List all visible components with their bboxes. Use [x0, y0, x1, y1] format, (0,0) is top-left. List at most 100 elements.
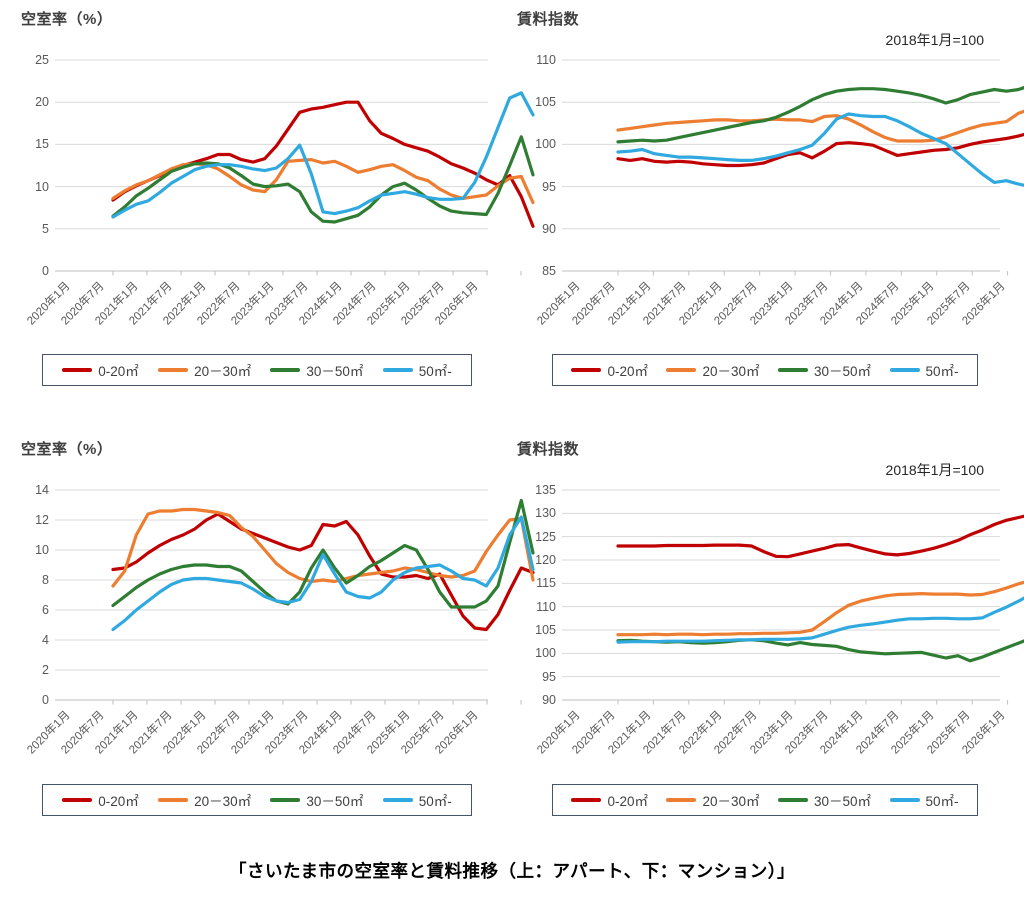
legend-label: 50㎡- — [925, 364, 959, 379]
legend-swatch-icon — [889, 798, 920, 802]
chart-panel-mansion-rent-index: 賃料指数 2018年1月=100 90 95 100 105 110 115 120 125 1… — [512, 430, 1024, 860]
line-chart-mansion-vacancy-rate — [55, 489, 535, 705]
legend-label: 30－50㎡ — [306, 364, 364, 379]
legend-swatch-icon — [382, 798, 413, 802]
y-tick-label: 105 — [535, 623, 556, 637]
legend-item-0-20㎡: 0-20㎡ — [62, 790, 139, 810]
y-tick-label: 115 — [536, 576, 556, 591]
series-line-0-20㎡ — [616, 132, 1024, 168]
legend-item-20－30㎡: 20－30㎡ — [666, 360, 760, 380]
legend-label: 20－30㎡ — [702, 364, 760, 379]
y-tick-label: 110 — [536, 53, 556, 67]
legend-swatch-icon — [270, 368, 301, 372]
chart-panel-apartment-rent-index: 賃料指数 2018年1月=100 85 90 95 100 105 110 2020年1月 2… — [512, 0, 1024, 430]
legend-item-30－50㎡: 30－50㎡ — [270, 790, 363, 810]
legend-swatch-icon — [62, 368, 93, 372]
legend-swatch-icon — [158, 798, 189, 802]
line-chart-apartment-vacancy-rate — [55, 59, 535, 276]
legend-swatch-icon — [666, 368, 697, 372]
legend-item-20－30㎡: 20－30㎡ — [158, 790, 251, 810]
y-tick-label: 0 — [42, 264, 49, 278]
y-tick-label: 105 — [535, 95, 556, 110]
chart-title: 空室率（%） — [21, 11, 113, 28]
chart-subtitle-base-period: 2018年1月=100 — [885, 462, 984, 478]
legend-label: 50㎡- — [925, 794, 959, 809]
y-tick-label: 4 — [42, 633, 49, 647]
legend-label: 30－50㎡ — [813, 794, 872, 809]
legend-label: 50㎡- — [418, 794, 452, 809]
y-tick-label: 135 — [535, 483, 556, 497]
legend-swatch-icon — [666, 798, 697, 802]
y-tick-label: 110 — [536, 599, 556, 614]
y-tick-label: 95 — [542, 669, 556, 684]
legend-item-20－30㎡: 20－30㎡ — [666, 790, 760, 810]
series-line-20－30㎡ — [111, 507, 535, 588]
figure-caption: 「さいたま市の空室率と賃料推移（上：アパート、下：マンション）」 — [228, 861, 796, 881]
y-tick-label: 25 — [35, 53, 49, 67]
legend-item-50㎡-: 50㎡- — [382, 790, 452, 810]
legend-item-50㎡-: 50㎡- — [889, 790, 959, 810]
y-tick-label: 120 — [535, 553, 556, 567]
series-line-20－30㎡ — [616, 109, 1024, 143]
legend-swatch-icon — [777, 798, 808, 802]
legend-item-30－50㎡: 30－50㎡ — [270, 360, 363, 380]
chart-title: 賃料指数 — [517, 11, 580, 28]
legend-label: 30－50㎡ — [813, 364, 872, 379]
chart-title: 賃料指数 — [517, 441, 580, 458]
series-line-50㎡- — [616, 596, 1024, 644]
line-chart-mansion-rent-index — [562, 489, 1024, 705]
series-line-50㎡- — [111, 91, 535, 219]
y-tick-label: 15 — [35, 137, 49, 152]
legend-label: 20－30㎡ — [702, 794, 760, 809]
y-tick-label: 100 — [535, 137, 556, 152]
series-line-30－50㎡ — [616, 85, 1024, 144]
chart-legend: 0-20㎡ 20－30㎡ 30－50㎡ 50㎡- — [42, 784, 472, 816]
legend-item-20－30㎡: 20－30㎡ — [158, 360, 251, 380]
y-tick-label: 10 — [35, 179, 49, 194]
y-tick-label: 20 — [35, 95, 49, 110]
legend-label: 0-20㎡ — [98, 364, 139, 379]
y-tick-label: 95 — [542, 179, 556, 194]
y-tick-label: 14 — [35, 483, 49, 497]
series-line-0-20㎡ — [616, 514, 1024, 559]
legend-label: 50㎡- — [418, 364, 452, 379]
y-tick-label: 10 — [35, 543, 49, 557]
legend-label: 20－30㎡ — [194, 364, 252, 379]
legend-label: 20－30㎡ — [194, 794, 252, 809]
legend-swatch-icon — [571, 798, 602, 802]
series-line-30－50㎡ — [616, 638, 1024, 663]
y-tick-label: 8 — [42, 573, 49, 587]
series-line-50㎡- — [111, 515, 535, 632]
y-tick-label: 12 — [35, 513, 49, 527]
legend-item-0-20㎡: 0-20㎡ — [571, 790, 648, 810]
chart-subtitle-base-period: 2018年1月=100 — [885, 32, 984, 48]
chart-legend: 0-20㎡ 20－30㎡ 30－50㎡ 50㎡- — [42, 354, 472, 386]
legend-label: 0-20㎡ — [607, 794, 648, 809]
legend-swatch-icon — [158, 368, 189, 372]
legend-swatch-icon — [270, 798, 301, 802]
chart-legend: 0-20㎡ 20－30㎡ 30－50㎡ 50㎡- — [552, 784, 978, 816]
legend-label: 0-20㎡ — [98, 794, 139, 809]
chart-panel-apartment-vacancy: 空室率（%） 0 5 10 15 20 25 2020年1月 2020年7月 2021年1月 20… — [0, 0, 535, 430]
chart-title: 空室率（%） — [21, 441, 113, 458]
y-tick-label: 100 — [535, 646, 556, 661]
legend-item-50㎡-: 50㎡- — [382, 360, 452, 380]
y-tick-label: 125 — [535, 529, 556, 544]
legend-item-30－50㎡: 30－50㎡ — [777, 790, 872, 810]
y-tick-label: 130 — [535, 506, 556, 521]
legend-item-30－50㎡: 30－50㎡ — [777, 360, 872, 380]
legend-swatch-icon — [571, 368, 602, 372]
legend-swatch-icon — [777, 368, 808, 372]
series-line-20－30㎡ — [616, 580, 1024, 637]
series-line-30－50㎡ — [111, 498, 535, 609]
legend-item-50㎡-: 50㎡- — [889, 360, 959, 380]
y-tick-label: 0 — [42, 693, 49, 707]
series-line-30－50㎡ — [111, 135, 535, 224]
legend-swatch-icon — [62, 798, 93, 802]
y-tick-label: 5 — [42, 221, 49, 236]
series-line-0-20㎡ — [111, 512, 535, 632]
chart-legend: 0-20㎡ 20－30㎡ 30－50㎡ 50㎡- — [552, 354, 978, 386]
legend-item-0-20㎡: 0-20㎡ — [62, 360, 139, 380]
y-tick-label: 90 — [542, 693, 556, 707]
